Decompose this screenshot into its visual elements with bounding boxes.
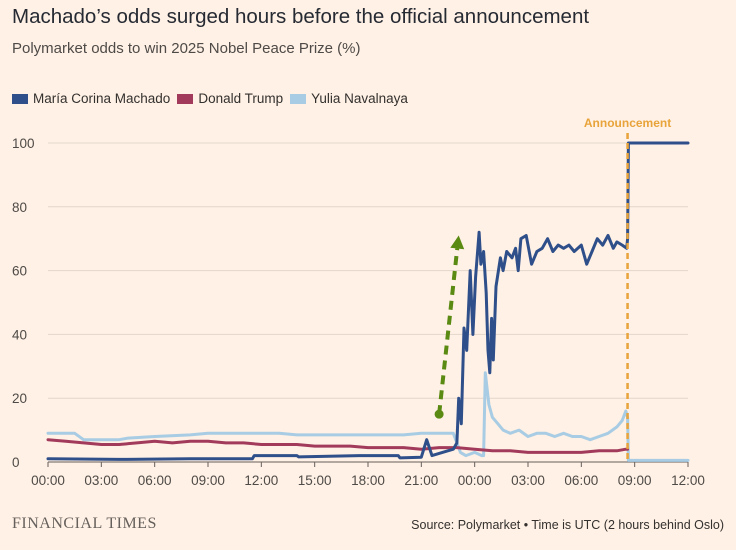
x-tick-label-8: 00:00	[458, 473, 492, 488]
surge-arrow-origin-dot	[434, 409, 444, 419]
series-line-maria-corina-machado	[46, 141, 690, 461]
series-line-donald-trump	[46, 438, 630, 454]
legend-item-navalnaya: Yulia Navalnaya	[290, 91, 408, 106]
y-tick-label-0: 0	[12, 455, 20, 470]
x-tick-label-2: 06:00	[138, 473, 172, 488]
y-tick-label-100: 100	[12, 136, 35, 151]
chart-subtitle: Polymarket odds to win 2025 Nobel Peace …	[12, 40, 361, 57]
x-tick-label-9: 03:00	[511, 473, 545, 488]
legend-item-machado: María Corina Machado	[12, 91, 170, 106]
x-tick-label-0: 00:00	[31, 473, 65, 488]
x-tick-label-7: 21:00	[404, 473, 438, 488]
y-tick-label-80: 80	[12, 200, 27, 215]
x-tick-label-3: 09:00	[191, 473, 225, 488]
y-tick-label-20: 20	[12, 391, 27, 406]
chart-title: Machado’s odds surged hours before the o…	[12, 5, 590, 28]
legend-swatch-navalnaya	[290, 93, 307, 104]
series-line-yulia-navalnaya	[46, 371, 690, 462]
legend-swatch-machado	[12, 93, 28, 104]
y-tick-label-60: 60	[12, 264, 27, 279]
x-tick-label-6: 18:00	[351, 473, 385, 488]
legend-swatch-trump	[177, 93, 194, 104]
surge-arrow-shaft	[437, 248, 460, 415]
x-tick-label-12: 12:00	[671, 473, 705, 488]
x-tick-label-4: 12:00	[244, 473, 278, 488]
legend: María Corina Machado Donald Trump Yulia …	[12, 91, 408, 106]
legend-label-machado: María Corina Machado	[33, 91, 171, 106]
x-tick-label-10: 06:00	[564, 473, 598, 488]
ft-logo: FINANCIAL TIMES	[12, 515, 157, 532]
y-tick-label-40: 40	[12, 327, 27, 342]
x-tick-label-5: 15:00	[298, 473, 332, 488]
legend-label-navalnaya: Yulia Navalnaya	[311, 91, 408, 106]
source-note: Source: Polymarket • Time is UTC (2 hour…	[411, 518, 724, 532]
surge-arrow-head	[450, 235, 465, 250]
x-tick-label-11: 09:00	[618, 473, 652, 488]
legend-item-trump: Donald Trump	[177, 91, 283, 106]
announcement-label: Announcement	[584, 116, 671, 130]
x-tick-label-1: 03:00	[84, 473, 118, 488]
legend-label-trump: Donald Trump	[198, 91, 284, 106]
